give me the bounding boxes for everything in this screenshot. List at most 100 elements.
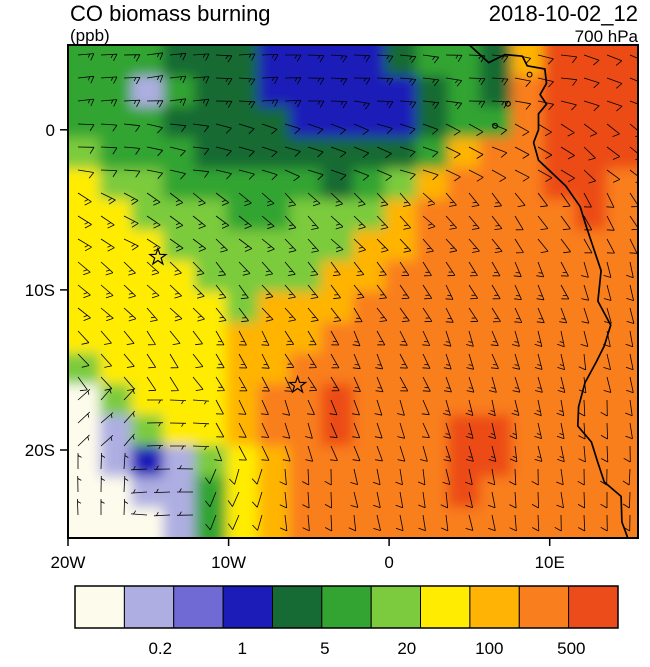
- heat-cell: [353, 199, 386, 231]
- heat-cell: [131, 168, 164, 200]
- heat-cell: [353, 106, 386, 139]
- heat-cell: [416, 45, 449, 77]
- lon-axis-tick-label: 10W: [211, 553, 246, 572]
- heat-cell: [479, 229, 513, 262]
- heat-cell: [606, 291, 638, 324]
- colorbar-label: 100: [475, 639, 503, 658]
- heat-cell: [606, 45, 638, 77]
- colorbar-label: 5: [320, 639, 329, 658]
- heat-cell: [384, 106, 418, 139]
- heat-cell: [258, 507, 291, 538]
- heat-cell: [68, 507, 101, 538]
- heat-cell: [543, 291, 576, 324]
- heat-cell: [448, 229, 481, 262]
- heat-cell: [321, 45, 354, 77]
- heat-cell: [416, 476, 449, 508]
- units-label: (ppb): [70, 26, 110, 45]
- colorbar-label: 0.2: [148, 639, 172, 658]
- datetime-label: 2018-10-02_12: [488, 1, 638, 26]
- heat-cell: [258, 199, 291, 231]
- colorbar-label: 500: [557, 639, 585, 658]
- heat-cell: [416, 137, 449, 169]
- heat-cell: [163, 353, 196, 385]
- heat-cell: [131, 260, 164, 293]
- heat-cell: [416, 260, 449, 293]
- heat-cell: [68, 260, 101, 293]
- heat-cell: [289, 137, 323, 169]
- heat-cell: [384, 353, 418, 385]
- heat-cell: [68, 476, 101, 508]
- heat-cell: [353, 75, 386, 108]
- heat-cell: [543, 229, 576, 262]
- heat-cell: [543, 260, 576, 293]
- heat-cell: [574, 168, 608, 200]
- axes-layer: 0 10S 20S 20W 10W 0 10E: [25, 121, 565, 572]
- colorbar-cell: [370, 585, 422, 629]
- heat-cell: [321, 445, 354, 478]
- colorbar-cell: [518, 585, 570, 629]
- heat-cell: [131, 353, 164, 385]
- heat-cell: [258, 414, 291, 447]
- heat-cell: [194, 507, 228, 538]
- lon-axis-tick-label: 0: [384, 553, 393, 572]
- heat-cell: [99, 199, 133, 231]
- heat-cell: [68, 168, 101, 200]
- heat-cell: [511, 291, 544, 324]
- heat-cell: [416, 168, 449, 200]
- heat-cell: [163, 383, 196, 416]
- heat-cell: [68, 353, 101, 385]
- heat-cell: [194, 137, 228, 169]
- heat-cell: [321, 199, 354, 231]
- heat-cell: [99, 106, 133, 139]
- heat-cell: [416, 445, 449, 478]
- pressure-level-label: 700 hPa: [574, 27, 638, 46]
- heat-cell: [384, 45, 418, 77]
- heat-cell: [131, 414, 164, 447]
- heat-cell: [574, 260, 608, 293]
- heat-cell: [543, 445, 576, 478]
- heat-cell: [448, 476, 481, 508]
- heat-cell: [574, 106, 608, 139]
- heat-cell: [226, 45, 259, 77]
- heat-cell: [258, 353, 291, 385]
- heat-cell: [448, 414, 481, 447]
- heat-cell: [289, 260, 323, 293]
- heat-cell: [321, 507, 354, 538]
- heat-cell: [606, 229, 638, 262]
- heat-cell: [194, 45, 228, 77]
- heat-cell: [321, 106, 354, 139]
- colorbar-label: 20: [397, 639, 416, 658]
- heat-cell: [258, 137, 291, 169]
- heat-cell: [321, 168, 354, 200]
- heat-cell: [68, 229, 101, 262]
- heat-cell: [226, 137, 259, 169]
- heat-cell: [353, 291, 386, 324]
- heat-cell: [543, 168, 576, 200]
- heat-cell: [606, 106, 638, 139]
- heat-cell: [448, 507, 481, 538]
- colorbar-cell: [420, 585, 471, 629]
- heat-cell: [574, 353, 608, 385]
- heat-cell: [416, 291, 449, 324]
- heat-cell: [479, 199, 513, 231]
- heat-cell: [574, 383, 608, 416]
- heat-cell: [574, 75, 608, 108]
- heat-cell: [194, 229, 228, 262]
- heat-cell: [448, 75, 481, 108]
- heat-cell: [258, 383, 291, 416]
- heat-cell: [99, 322, 133, 354]
- heat-cell: [543, 383, 576, 416]
- heat-cell: [258, 106, 291, 139]
- heat-cell: [479, 106, 513, 139]
- heat-cell: [511, 322, 544, 354]
- heat-cell: [99, 75, 133, 108]
- heat-cell: [384, 168, 418, 200]
- heat-cell: [384, 260, 418, 293]
- heat-cell: [321, 229, 354, 262]
- heat-cell: [479, 168, 513, 200]
- heat-cell: [68, 414, 101, 447]
- heat-cell: [289, 168, 323, 200]
- heat-cell: [353, 168, 386, 200]
- heat-cell: [289, 476, 323, 508]
- heat-cell: [163, 507, 196, 538]
